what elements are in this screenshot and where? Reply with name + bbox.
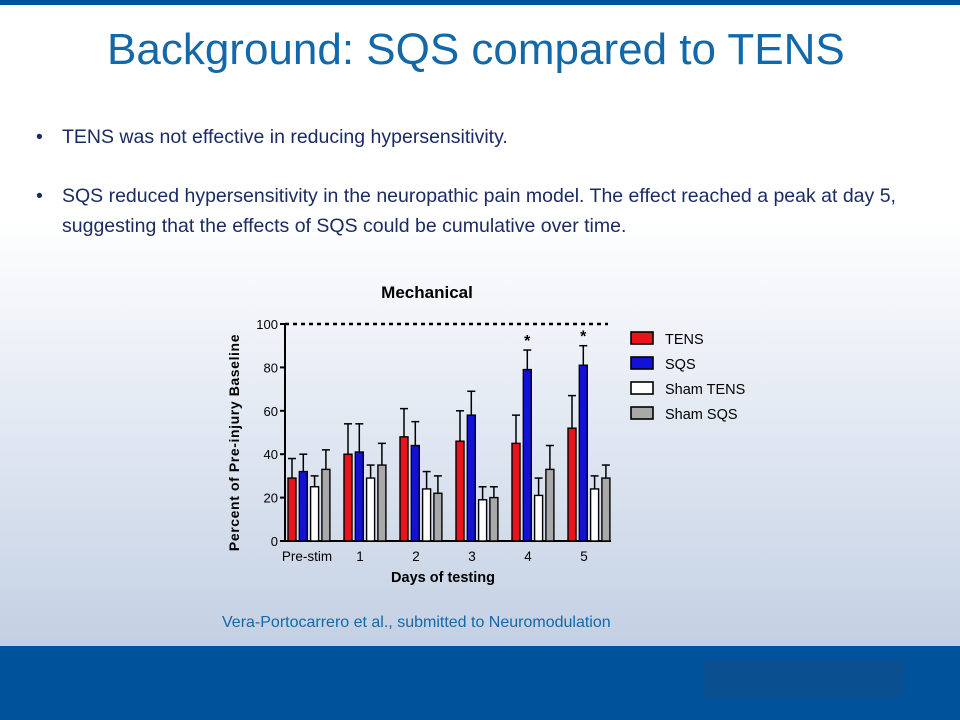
bar <box>567 427 577 542</box>
citation: Vera-Portocarrero et al., submitted to N… <box>222 614 611 631</box>
bar <box>466 414 477 542</box>
bar <box>578 364 588 542</box>
footer-box <box>704 660 904 698</box>
legend-label: TENS <box>665 332 704 348</box>
legend-swatch <box>630 331 654 345</box>
bar <box>309 486 320 542</box>
y-tick-label: 0 <box>271 534 278 549</box>
legend-label: Sham TENS <box>665 382 745 398</box>
bullet-item: • SQS reduced hypersensitivity in the ne… <box>36 181 931 241</box>
bar <box>343 453 353 542</box>
legend-swatch <box>630 406 654 420</box>
bar <box>433 492 443 542</box>
bar <box>399 436 409 542</box>
legend-label: Sham SQS <box>665 407 738 423</box>
legend-swatch <box>630 356 654 370</box>
slide-title: Background: SQS compared to TENS <box>107 25 845 74</box>
y-tick-label: 100 <box>256 317 278 332</box>
chart-title: Mechanical <box>381 283 473 302</box>
bar <box>455 440 465 542</box>
bar <box>489 496 499 542</box>
bullet-item: • TENS was not effective in reducing hyp… <box>36 122 931 152</box>
bar <box>477 499 488 542</box>
bullet-text: SQS reduced hypersensitivity in the neur… <box>62 185 896 237</box>
x-tick-label: 3 <box>468 549 476 564</box>
bar <box>511 442 521 542</box>
bullet-marker: • <box>36 185 43 207</box>
bullet-list: • TENS was not effective in reducing hyp… <box>36 122 931 241</box>
legend-label: SQS <box>665 357 696 373</box>
significance-marker: * <box>580 329 587 346</box>
bar <box>377 464 387 542</box>
bar <box>533 494 544 542</box>
x-tick-label: Pre-stim <box>282 549 332 564</box>
bullet-text: TENS was not effective in reducing hyper… <box>62 126 508 148</box>
bar <box>410 444 421 542</box>
y-tick-label: 80 <box>264 360 278 375</box>
significance-marker: * <box>524 333 531 350</box>
mechanical-bar-chart: Mechanical 0 20 40 60 80 100 Pre-stim 1 2 3 * 4 * 5 Day… <box>215 270 775 600</box>
bar <box>601 477 611 542</box>
x-tick-label: 1 <box>356 549 364 564</box>
x-tick-label: 2 <box>412 549 420 564</box>
bar <box>298 470 309 542</box>
bar <box>522 368 532 542</box>
y-tick-label: 40 <box>264 447 278 462</box>
bar <box>545 468 555 542</box>
bar <box>365 477 376 542</box>
chart-svg: Mechanical 0 20 40 60 80 100 Pre-stim 1 2 3 * 4 * 5 Day… <box>226 283 745 586</box>
y-axis-label: Percent of Pre-injury Baseline <box>226 334 242 551</box>
bar <box>321 468 331 542</box>
x-axis-label: Days of testing <box>391 570 495 586</box>
bullet-marker: • <box>36 126 43 148</box>
top-accent-bar <box>0 0 960 5</box>
legend-swatch <box>630 381 654 395</box>
x-tick-label: 4 <box>524 549 532 564</box>
y-tick-label: 60 <box>264 404 278 419</box>
bar <box>354 451 365 542</box>
x-tick-label: 5 <box>580 549 588 564</box>
bar <box>589 488 600 542</box>
y-tick-label: 20 <box>264 491 278 506</box>
bar <box>287 477 297 542</box>
bar <box>421 488 432 542</box>
